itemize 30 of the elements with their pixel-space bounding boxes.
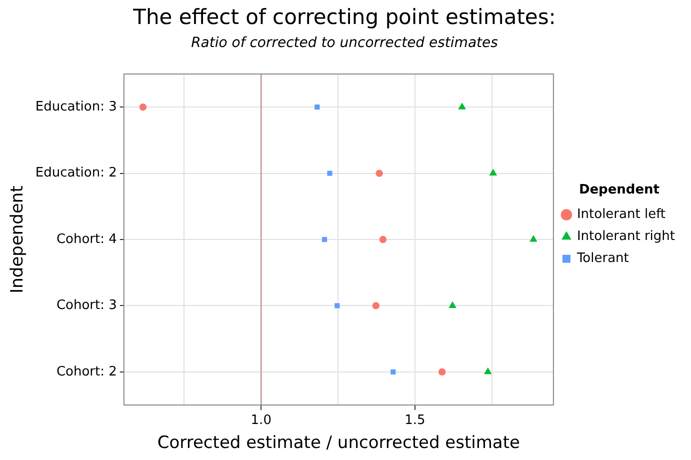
legend-label: Intolerant right — [576, 229, 676, 244]
y-axis-title: Independent — [8, 185, 28, 294]
point — [458, 102, 466, 110]
point — [322, 236, 328, 242]
chart-title: The effect of correcting point estimates: — [132, 5, 556, 30]
point — [139, 104, 147, 111]
y-tick-label: Cohort: 2 — [56, 364, 117, 380]
point — [327, 170, 332, 176]
point — [334, 303, 340, 308]
point — [438, 368, 446, 376]
point — [372, 302, 380, 310]
legend-label: Tolerant — [576, 251, 629, 266]
point — [448, 301, 456, 308]
y-tick-label: Cohort: 3 — [56, 298, 117, 314]
y-tick-label: Education: 3 — [35, 99, 117, 114]
point — [390, 369, 396, 374]
point — [489, 168, 498, 176]
y-tick-label: Cohort: 4 — [56, 232, 117, 247]
chart-subtitle: Ratio of corrected to uncorrected estimates — [191, 35, 498, 52]
point — [379, 236, 387, 244]
point — [376, 170, 383, 177]
x-tick-label: 1.5 — [404, 413, 426, 428]
legend-title: Dependent — [578, 182, 660, 198]
y-tick-label: Education: 2 — [35, 166, 117, 181]
point — [314, 104, 320, 110]
point — [530, 235, 538, 242]
x-tick-label: 1.0 — [250, 413, 272, 428]
legend-label: Intolerant left — [576, 207, 666, 222]
point — [484, 367, 492, 374]
x-axis-title: Corrected estimate / uncorrected estimate — [157, 433, 520, 454]
